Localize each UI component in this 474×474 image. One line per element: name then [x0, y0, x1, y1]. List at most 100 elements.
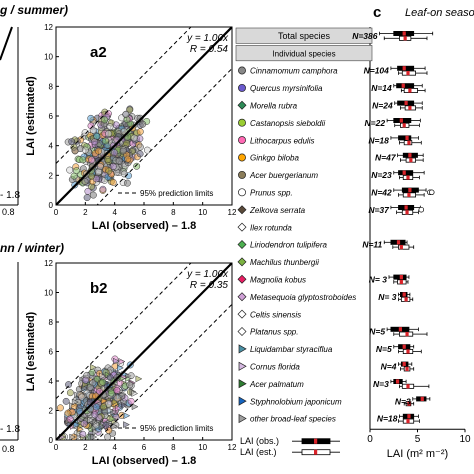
legend-median [314, 449, 318, 455]
fit-line [56, 263, 232, 440]
y-tick-label: 8 [49, 318, 54, 327]
data-point [65, 381, 72, 389]
data-point [87, 114, 95, 122]
data-point [143, 146, 151, 154]
sample-size-label: N=18 [377, 414, 398, 424]
sample-size-label: N=5 [369, 327, 385, 337]
sample-size-label: N=24 [372, 101, 393, 111]
row-label: Ginkgo biloba [250, 154, 299, 163]
sample-size-label: N=386 [352, 31, 378, 41]
panel-label: b2 [90, 280, 108, 297]
data-point [109, 178, 117, 186]
legend-label: 95% prediction limits [140, 424, 213, 433]
species-row: Acer buergerianum N=23 [238, 170, 425, 180]
estimated-box [398, 244, 410, 250]
data-point [109, 163, 117, 171]
row-label: Metasequoia glyptostroboides [250, 293, 356, 302]
observed-median [399, 118, 403, 123]
data-point [69, 433, 77, 440]
row-header-box [235, 27, 373, 44]
data-point [113, 386, 121, 394]
row-label: Acer palmatum [249, 380, 304, 389]
observed-median [396, 240, 401, 245]
data-point [105, 167, 113, 175]
data-point [99, 185, 107, 193]
row-marker [238, 344, 247, 354]
row-marker [238, 396, 247, 406]
x-tick-label: 10 [198, 208, 207, 217]
x-tick-label: 10 [459, 434, 471, 445]
estimated-median [406, 419, 410, 424]
observed-median [402, 362, 406, 367]
data-point [117, 364, 124, 372]
row-marker [238, 170, 246, 179]
estimated-median [403, 36, 407, 41]
data-point [136, 135, 144, 143]
data-point [126, 106, 134, 114]
x-tick-label: 0 [54, 208, 59, 217]
data-point [109, 415, 117, 423]
x-axis-label: LAI (observed) – 1.8 [92, 455, 197, 467]
species-row: Metasequoia glyptostroboides N= 3 [237, 292, 414, 302]
species-row: Ginkgo biloba N=47 [238, 153, 424, 163]
row-marker [237, 205, 247, 215]
data-point [106, 123, 114, 131]
reference-lines [56, 27, 232, 205]
data-point [112, 121, 120, 129]
row-label: Platanus spp. [250, 328, 298, 337]
y-tick-label: 6 [49, 348, 54, 357]
sample-size-label: N=4 [381, 362, 397, 372]
row-marker [238, 153, 246, 162]
data-point [124, 155, 132, 163]
sample-size-label: N=42 [371, 188, 392, 198]
data-point [88, 156, 96, 164]
observed-median [408, 153, 412, 158]
data-point [136, 128, 144, 136]
y-tick-label: 2 [49, 171, 54, 180]
data-point [82, 376, 90, 384]
data-point [106, 374, 114, 381]
data-point [71, 398, 79, 406]
row-label: Prunus spp. [250, 189, 293, 198]
data-point [127, 397, 135, 405]
data-point [139, 120, 147, 128]
observed-median [408, 188, 412, 193]
y-tick-label: 12 [44, 23, 53, 32]
data-point [81, 146, 89, 154]
data-point [66, 166, 74, 174]
estimated-median [406, 175, 410, 180]
row-marker [238, 361, 247, 371]
x-tick-label: 6 [142, 443, 147, 452]
data-point [90, 433, 98, 440]
row-marker [238, 188, 246, 197]
point-cloud [64, 105, 151, 202]
x-tick-label: 4 [112, 208, 117, 217]
b1-tick-label: 0.8 [2, 444, 15, 454]
observed-median [407, 414, 411, 419]
data-point [81, 129, 89, 137]
outlier-point [429, 189, 435, 196]
row-label: Morella rubra [250, 102, 298, 111]
row-marker [238, 66, 246, 75]
data-point [130, 134, 138, 142]
estimated-median [399, 279, 403, 284]
row-label: Styphnolobium japonicum [250, 397, 342, 406]
estimated-median [409, 158, 413, 163]
x-axis-label: LAI (observed) – 1.8 [92, 220, 197, 232]
row-label: Individual species [272, 49, 335, 58]
a1-title-fragment: g / summer) [0, 3, 68, 17]
row-label: Total species [278, 31, 331, 41]
species-row: Quercus myrsinifolia N=14 [238, 83, 426, 93]
x-tick-label: 4 [112, 443, 117, 452]
x-tick-label: 12 [228, 443, 237, 452]
y-tick-label: 10 [44, 289, 53, 298]
row-label: other broad-leaf species [250, 415, 336, 424]
x-axis-label: LAI (m² m⁻²) [387, 448, 448, 460]
species-row: Liquidambar styraciflua N=5 [238, 344, 422, 354]
estimated-median [405, 366, 409, 371]
species-row: Liriodendron tulipifera N=11 [237, 240, 415, 250]
data-point [111, 423, 119, 430]
a1-tick-label: 0.8 [2, 207, 15, 217]
data-point [91, 411, 99, 419]
